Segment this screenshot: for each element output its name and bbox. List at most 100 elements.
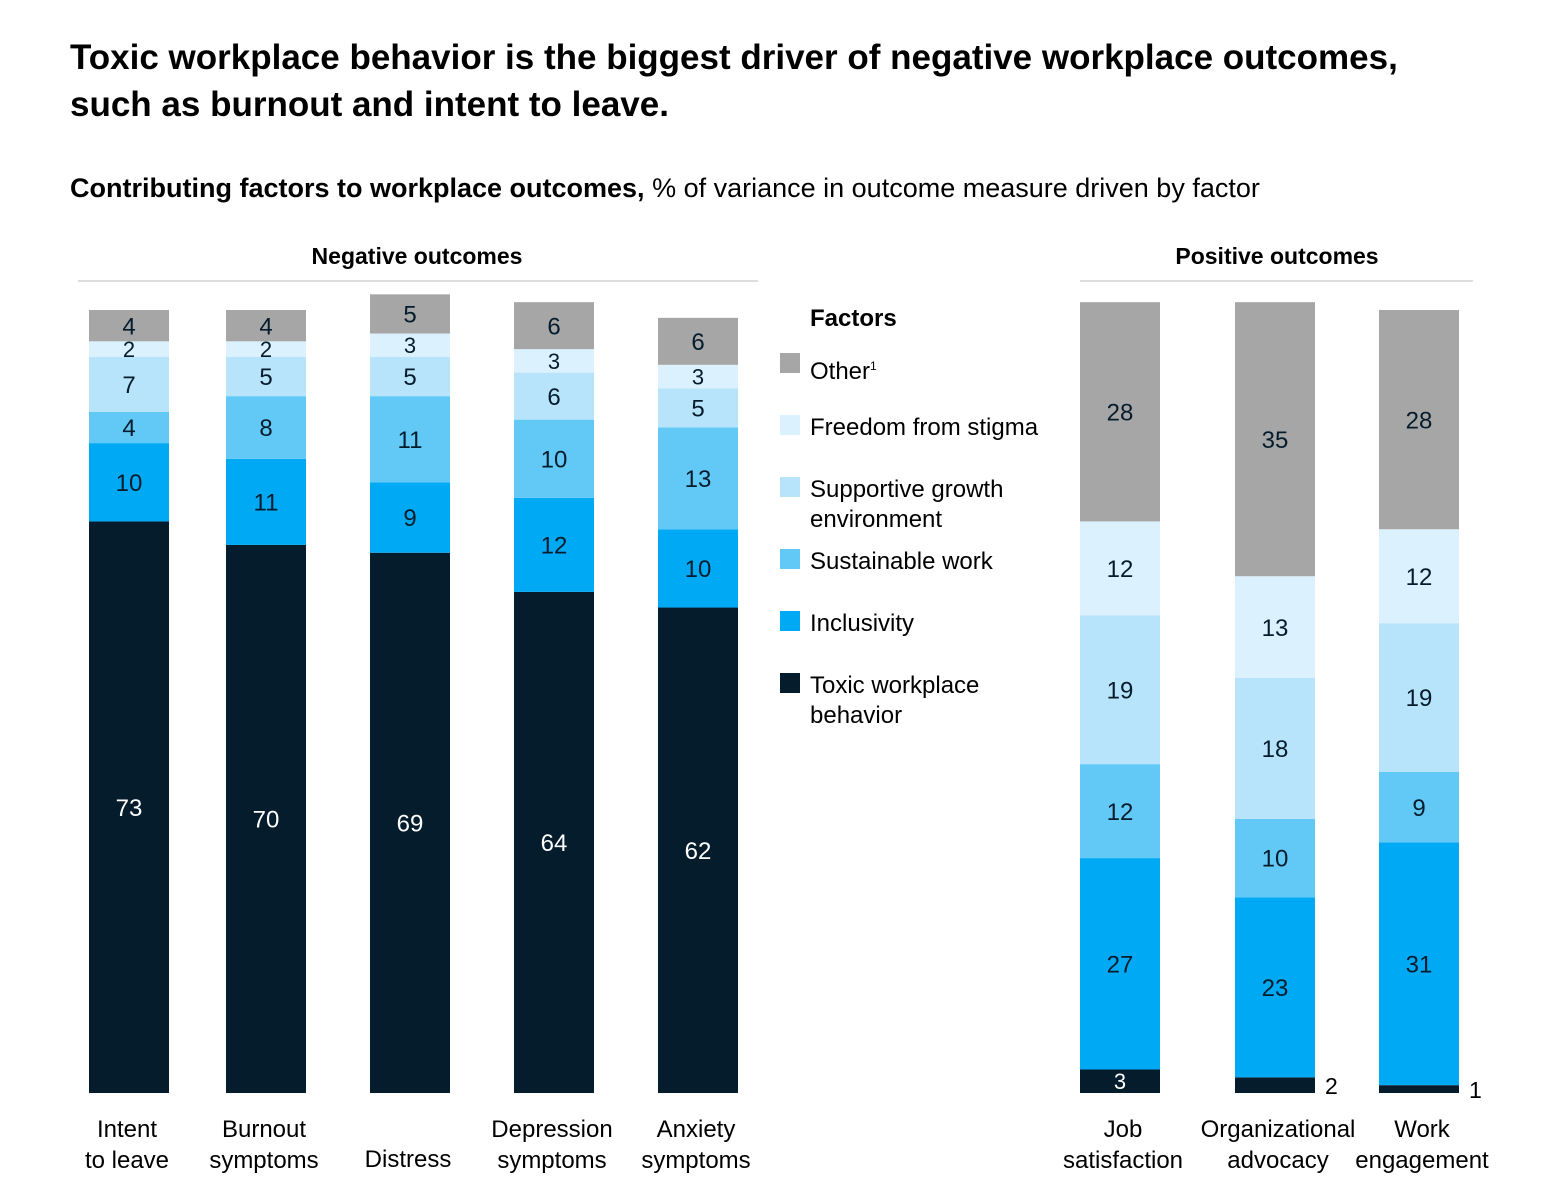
bar-segment-intent-to-leave-toxic-workplace-behavior xyxy=(89,521,169,1093)
value-label-burnout-symptoms-other: 4 xyxy=(259,313,272,340)
bar-segment-intent-to-leave-inclusivity xyxy=(89,443,169,522)
bar-segment-work-engagement-sustainable-work xyxy=(1379,771,1459,843)
category-label-burnout-symptoms: Burnout xyxy=(222,1116,306,1143)
value-label-work-engagement-supportive-growth-environment: 19 xyxy=(1406,685,1433,712)
bar-segment-burnout-symptoms-freedom-from-stigma xyxy=(226,341,306,357)
bar-segment-depression-symptoms-toxic-workplace-behavior xyxy=(514,591,594,1093)
bar-segment-distress-supportive-growth-environment xyxy=(370,356,450,397)
bar-segment-depression-symptoms-other xyxy=(514,302,594,350)
value-label-intent-to-leave-sustainable-work: 4 xyxy=(122,415,135,442)
bar-segment-organizational-advocacy-other xyxy=(1235,302,1315,577)
bar-segment-organizational-advocacy-freedom-from-stigma xyxy=(1235,576,1315,679)
legend-label: Other1 xyxy=(810,358,877,385)
legend-label: Inclusivity xyxy=(810,610,915,637)
value-label-job-satisfaction-inclusivity: 27 xyxy=(1107,951,1134,978)
legend-swatch xyxy=(780,415,800,435)
group-title-positive-outcomes: Positive outcomes xyxy=(1175,243,1378,269)
bar-segment-work-engagement-supportive-growth-environment xyxy=(1379,623,1459,772)
bar-segment-anxiety-symptoms-toxic-workplace-behavior xyxy=(658,607,738,1093)
subtitle-bold: Contributing factors to workplace outcom… xyxy=(70,173,645,203)
value-label-job-satisfaction-supportive-growth-environment: 19 xyxy=(1107,677,1134,704)
value-label-organizational-advocacy-inclusivity: 23 xyxy=(1262,975,1289,1002)
bar-segment-burnout-symptoms-other xyxy=(226,310,306,342)
bar-segment-organizational-advocacy-toxic-workplace-behavior xyxy=(1235,1077,1315,1093)
value-label-intent-to-leave-inclusivity: 10 xyxy=(116,470,143,497)
bar-segment-distress-other xyxy=(370,294,450,334)
legend-swatch xyxy=(780,549,800,569)
category-label-distress: Distress xyxy=(365,1146,452,1173)
legend-item-inclusivity: Inclusivity xyxy=(780,609,1060,639)
value-label-organizational-advocacy-sustainable-work: 10 xyxy=(1262,846,1289,873)
legend-item-other: Other1 xyxy=(780,351,1060,387)
bar-segment-intent-to-leave-supportive-growth-environment xyxy=(89,356,169,412)
legend-item-supportive-growth-environment: Supportive growth environment xyxy=(780,475,1060,535)
group-title-negative-outcomes: Negative outcomes xyxy=(312,243,523,269)
value-label-distress-sustainable-work: 11 xyxy=(398,427,423,454)
value-label-depression-symptoms-toxic-workplace-behavior: 64 xyxy=(541,830,568,857)
category-label-anxiety-symptoms: symptoms xyxy=(641,1147,750,1174)
category-label-work-engagement: engagement xyxy=(1355,1147,1489,1174)
legend-label: Freedom from stigma xyxy=(810,414,1039,441)
bar-segment-depression-symptoms-inclusivity xyxy=(514,497,594,592)
value-label-work-engagement-sustainable-work: 9 xyxy=(1412,795,1425,822)
legend-footnote: 1 xyxy=(870,359,877,373)
value-label-depression-symptoms-sustainable-work: 10 xyxy=(541,446,568,473)
bar-segment-burnout-symptoms-toxic-workplace-behavior xyxy=(226,544,306,1093)
bar-segment-organizational-advocacy-sustainable-work xyxy=(1235,818,1315,898)
value-label-anxiety-symptoms-freedom-from-stigma: 3 xyxy=(692,364,704,389)
category-label-job-satisfaction: satisfaction xyxy=(1063,1147,1183,1174)
bar-segment-depression-symptoms-sustainable-work xyxy=(514,419,594,498)
category-label-depression-symptoms: Depression xyxy=(491,1116,612,1143)
bar-segment-work-engagement-other xyxy=(1379,310,1459,530)
bar-segment-intent-to-leave-sustainable-work xyxy=(89,411,169,444)
value-label-anxiety-symptoms-inclusivity: 10 xyxy=(685,556,712,583)
bar-segment-distress-toxic-workplace-behavior xyxy=(370,552,450,1093)
category-label-burnout-symptoms: symptoms xyxy=(209,1147,318,1174)
value-label-anxiety-symptoms-toxic-workplace-behavior: 62 xyxy=(685,838,712,865)
legend-swatch xyxy=(780,477,800,497)
bar-segment-organizational-advocacy-inclusivity xyxy=(1235,897,1315,1078)
bar-segment-burnout-symptoms-sustainable-work xyxy=(226,396,306,459)
legend-label: Toxic workplace behavior xyxy=(810,672,980,729)
bar-segment-anxiety-symptoms-inclusivity xyxy=(658,529,738,608)
value-label-organizational-advocacy-supportive-growth-environment: 18 xyxy=(1262,736,1289,763)
value-label-job-satisfaction-sustainable-work: 12 xyxy=(1107,799,1134,826)
value-label-depression-symptoms-freedom-from-stigma: 3 xyxy=(548,349,560,374)
legend-label: Supportive growth environment xyxy=(810,476,1004,533)
legend-label: Sustainable work xyxy=(810,548,993,575)
value-label-work-engagement-freedom-from-stigma: 12 xyxy=(1406,564,1433,591)
bar-segment-intent-to-leave-freedom-from-stigma xyxy=(89,341,169,357)
value-label-distress-inclusivity: 9 xyxy=(403,505,416,532)
bar-segment-anxiety-symptoms-other xyxy=(658,317,738,365)
bar-segment-work-engagement-inclusivity xyxy=(1379,842,1459,1086)
bar-segment-job-satisfaction-inclusivity xyxy=(1080,858,1160,1070)
bar-segment-distress-freedom-from-stigma xyxy=(370,333,450,357)
legend-swatch xyxy=(780,353,800,373)
legend-item-freedom-from-stigma: Freedom from stigma xyxy=(780,413,1060,443)
category-label-organizational-advocacy: Organizational xyxy=(1201,1116,1356,1143)
value-label-job-satisfaction-other: 28 xyxy=(1107,399,1134,426)
value-label-intent-to-leave-toxic-workplace-behavior: 73 xyxy=(116,795,143,822)
category-label-organizational-advocacy: advocacy xyxy=(1227,1147,1328,1174)
value-label-work-engagement-toxic-workplace-behavior: 1 xyxy=(1469,1077,1482,1103)
value-label-anxiety-symptoms-other: 6 xyxy=(691,329,704,356)
bar-segment-distress-sustainable-work xyxy=(370,396,450,483)
bar-segment-job-satisfaction-toxic-workplace-behavior xyxy=(1080,1069,1160,1093)
bar-segment-work-engagement-freedom-from-stigma xyxy=(1379,529,1459,624)
value-label-depression-symptoms-supportive-growth-environment: 6 xyxy=(547,384,560,411)
value-label-organizational-advocacy-freedom-from-stigma: 13 xyxy=(1262,615,1289,642)
value-label-intent-to-leave-supportive-growth-environment: 7 xyxy=(122,372,135,399)
value-label-anxiety-symptoms-sustainable-work: 13 xyxy=(685,466,712,493)
bar-segment-depression-symptoms-supportive-growth-environment xyxy=(514,372,594,420)
value-label-intent-to-leave-other: 4 xyxy=(122,313,135,340)
bar-segment-depression-symptoms-freedom-from-stigma xyxy=(514,349,594,373)
value-label-burnout-symptoms-inclusivity: 11 xyxy=(254,489,279,516)
bar-segment-organizational-advocacy-supportive-growth-environment xyxy=(1235,678,1315,819)
category-label-anxiety-symptoms: Anxiety xyxy=(657,1116,736,1143)
bar-segment-burnout-symptoms-supportive-growth-environment xyxy=(226,356,306,397)
value-label-job-satisfaction-freedom-from-stigma: 12 xyxy=(1107,556,1134,583)
legend-swatch xyxy=(780,673,800,693)
value-label-anxiety-symptoms-supportive-growth-environment: 5 xyxy=(691,396,704,423)
value-label-depression-symptoms-other: 6 xyxy=(547,313,560,340)
bar-segment-job-satisfaction-freedom-from-stigma xyxy=(1080,521,1160,616)
